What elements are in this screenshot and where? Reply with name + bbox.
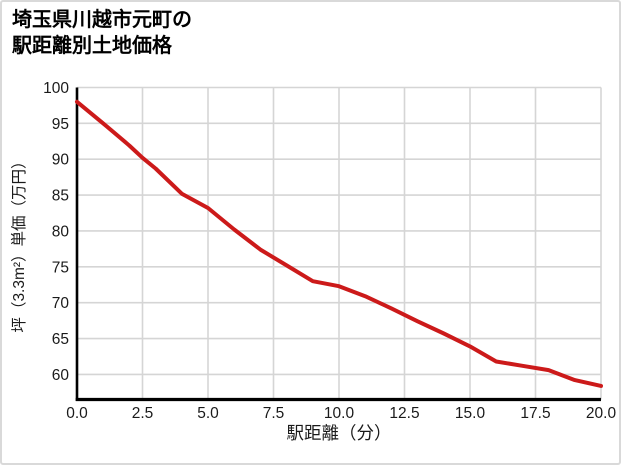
y-tick-label: 60 (52, 367, 70, 384)
x-tick-label: 2.5 (132, 405, 154, 422)
page-title: 埼玉県川越市元町の 駅距離別土地価格 (12, 8, 192, 59)
x-tick-label: 10.0 (324, 405, 355, 422)
x-tick-label: 20.0 (586, 405, 617, 422)
price-line-series (75, 99, 603, 388)
x-tick-label: 15.0 (455, 405, 486, 422)
x-tick-label: 0.0 (66, 405, 88, 422)
x-tick-label: 5.0 (197, 405, 219, 422)
axes (75, 87, 601, 402)
y-tick-label: 95 (52, 116, 69, 133)
y-tick-label: 70 (52, 295, 70, 312)
title-line-1: 埼玉県川越市元町の (12, 9, 192, 31)
y-tick-label: 90 (52, 152, 70, 169)
axis-tick-labels: 60 65 70 75 80 85 90 95 100 0.0 2.5 5.0 7.5 10.0 12.5 1… (43, 80, 616, 422)
y-tick-label: 75 (52, 259, 69, 276)
x-tick-label: 17.5 (520, 405, 550, 422)
x-axis-label: 駅距離（分） (287, 423, 392, 443)
gridlines (77, 86, 602, 400)
title-line-2: 駅距離別土地価格 (12, 34, 172, 57)
x-tick-label: 7.5 (263, 405, 285, 422)
x-tick-label: 12.5 (389, 405, 419, 422)
y-tick-label: 85 (52, 188, 69, 205)
y-tick-label: 100 (43, 80, 69, 97)
y-tick-label: 65 (52, 331, 69, 348)
y-tick-label: 80 (52, 223, 70, 240)
y-axis-label: 坪（3.3m²）単価（万円） (10, 153, 28, 332)
